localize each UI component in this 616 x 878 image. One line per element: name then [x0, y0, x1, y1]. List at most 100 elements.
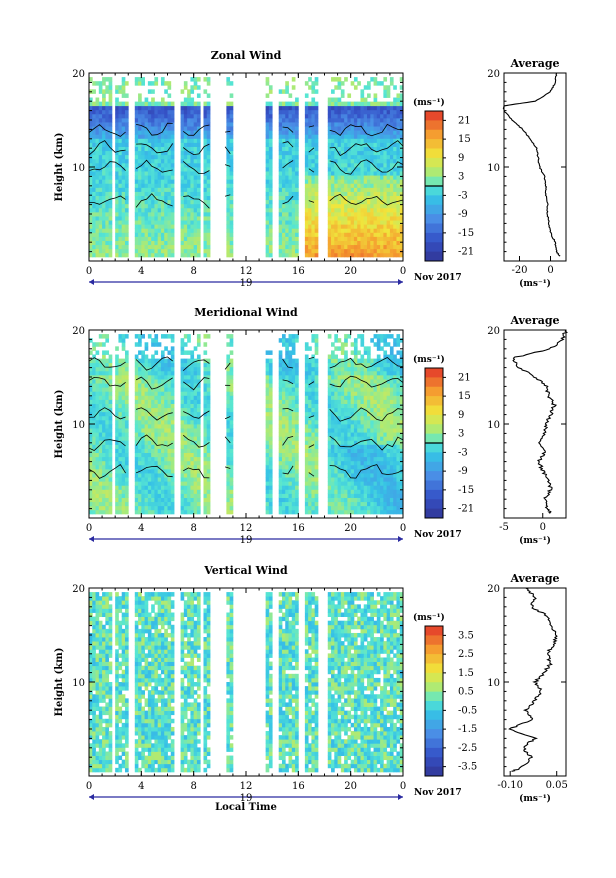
heatmap-cell — [197, 155, 201, 159]
heatmap-cell — [328, 399, 332, 403]
heatmap-cell — [125, 138, 129, 142]
heatmap-cell — [194, 379, 198, 383]
heatmap-cell — [122, 449, 126, 453]
heatmap-cell — [331, 342, 335, 346]
heatmap-cell — [115, 236, 119, 240]
heatmap-cell — [387, 155, 391, 159]
heatmap-cell — [396, 241, 400, 245]
heatmap-cell — [138, 147, 142, 151]
heatmap-cell — [230, 481, 234, 485]
heatmap-cell — [344, 220, 348, 224]
heatmap-cell — [154, 432, 158, 436]
heatmap-cell — [122, 461, 126, 465]
heatmap-cell — [393, 192, 397, 196]
heatmap-cell — [181, 493, 185, 497]
heatmap-cell — [295, 420, 299, 424]
heatmap-cell — [226, 245, 230, 249]
heatmap-cell — [151, 245, 155, 249]
heatmap-cell — [102, 93, 106, 97]
heatmap-cell — [269, 224, 273, 228]
heatmap-cell — [125, 399, 129, 403]
heatmap-cell — [203, 212, 207, 216]
heatmap-cell — [387, 126, 391, 130]
heatmap-cell — [105, 236, 109, 240]
heatmap-cell — [203, 114, 207, 118]
heatmap-cell — [96, 138, 100, 142]
heatmap-cell — [89, 171, 93, 175]
heatmap-cell — [279, 212, 283, 216]
heatmap-cell — [393, 175, 397, 179]
heatmap-cell — [383, 196, 387, 200]
heatmap-cell — [269, 106, 273, 110]
heatmap-cell — [390, 220, 394, 224]
heatmap-cell — [393, 147, 397, 151]
heatmap-cell — [154, 183, 158, 187]
average-y-tick-label: 20 — [487, 69, 500, 80]
heatmap-cell — [168, 408, 172, 412]
heatmap-cell — [344, 175, 348, 179]
heatmap-cell — [341, 498, 345, 502]
heatmap-cell — [292, 220, 296, 224]
heatmap-cell — [311, 485, 315, 489]
heatmap-cell — [285, 81, 289, 85]
heatmap-cell — [354, 138, 358, 142]
heatmap-cell — [315, 118, 319, 122]
heatmap-cell — [289, 110, 293, 114]
heatmap-cell — [289, 241, 293, 245]
heatmap-cell — [118, 167, 122, 171]
heatmap-cell — [396, 130, 400, 134]
heatmap-cell — [315, 77, 319, 81]
heatmap-cell — [269, 391, 273, 395]
heatmap-cell — [161, 391, 165, 395]
heatmap-cell — [115, 155, 119, 159]
heatmap-cell — [396, 147, 400, 151]
heatmap-cell — [279, 142, 283, 146]
heatmap-cell — [158, 159, 162, 163]
heatmap-cell — [285, 102, 289, 106]
heatmap-cell — [190, 171, 194, 175]
heatmap-cell — [341, 253, 345, 257]
heatmap-cell — [158, 212, 162, 216]
heatmap-cell — [141, 241, 145, 245]
heatmap-cell — [154, 102, 158, 106]
heatmap-cell — [305, 192, 309, 196]
heatmap-cell — [184, 167, 188, 171]
heatmap-cell — [118, 408, 122, 412]
heatmap-cell — [266, 481, 270, 485]
heatmap-cell — [374, 77, 378, 81]
heatmap-cell — [308, 159, 312, 163]
heatmap-cell — [207, 208, 211, 212]
heatmap-cell — [122, 142, 126, 146]
heatmap-cell — [125, 102, 129, 106]
heatmap-cell — [207, 391, 211, 395]
heatmap-cell — [207, 93, 211, 97]
heatmap-cell — [377, 208, 381, 212]
heatmap-cell — [203, 196, 207, 200]
heatmap-cell — [96, 155, 100, 159]
heatmap-cell — [168, 212, 172, 216]
heatmap-cell — [138, 506, 142, 510]
heatmap-cell — [295, 371, 299, 375]
heatmap-cell — [367, 106, 371, 110]
heatmap-cell — [141, 232, 145, 236]
heatmap-cell — [184, 204, 188, 208]
heatmap-cell — [341, 350, 345, 354]
heatmap-cell — [168, 138, 172, 142]
heatmap-cell — [135, 253, 139, 257]
heatmap-cell — [377, 163, 381, 167]
heatmap-cell — [190, 473, 194, 477]
heatmap-cell — [102, 187, 106, 191]
heatmap-cell — [266, 126, 270, 130]
heatmap-cell — [96, 151, 100, 155]
heatmap-cell — [197, 342, 201, 346]
heatmap-cell — [289, 350, 293, 354]
heatmap-cell — [380, 106, 384, 110]
heatmap-cell — [269, 399, 273, 403]
heatmap-cell — [184, 114, 188, 118]
heatmap-cell — [118, 126, 122, 130]
heatmap-cell — [181, 371, 185, 375]
heatmap-cell — [344, 138, 348, 142]
heatmap-cell — [380, 134, 384, 138]
heatmap-cell — [115, 375, 119, 379]
heatmap-cell — [158, 220, 162, 224]
